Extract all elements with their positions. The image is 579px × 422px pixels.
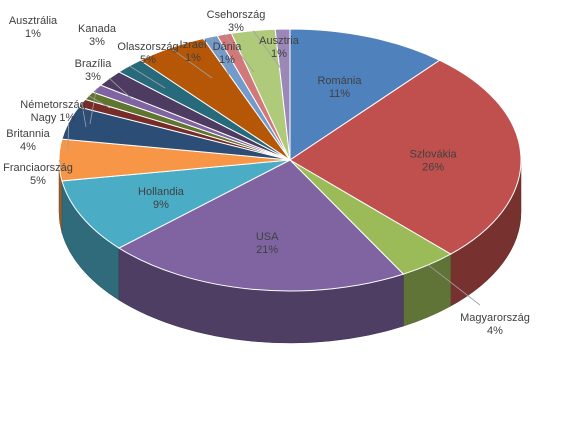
- data-label-kanada: Kanada 3%: [78, 23, 117, 48]
- slice-romania: [289, 28, 441, 161]
- leader-csehorszag: [223, 34, 255, 73]
- slice-usa: [117, 159, 405, 292]
- slice-hollandia: [61, 159, 291, 249]
- leader-nagy-britannia: [67, 122, 69, 151]
- data-label-dania: Dánia 1%: [213, 41, 243, 66]
- pie-top-faces: [58, 28, 522, 292]
- leader-ausztralia: [89, 88, 97, 125]
- leader-nemetorszag: [81, 103, 87, 128]
- data-label-csehorszag: Csehország 3%: [207, 9, 266, 34]
- data-label-nemetorszag: Németország Nagy 1%: [20, 99, 85, 124]
- leader-olaszorszag: [129, 65, 166, 89]
- leader-dania: [209, 36, 230, 76]
- leader-brazilia: [88, 95, 111, 109]
- data-labels: Románia 11% Szlovákia 26% Magyarország 4% USA 2…: [3, 9, 530, 337]
- data-label-ausztralia: Ausztrália 1%: [9, 15, 58, 40]
- leader-ausztria: [252, 30, 283, 71]
- slice-szlovakia: [289, 59, 522, 255]
- data-label-izrael: Izrael 1%: [180, 39, 207, 64]
- data-label-usa: USA 21%: [256, 231, 279, 256]
- leader-magyarorszag: [427, 264, 481, 306]
- leader-franciaorszag: [58, 159, 65, 171]
- leader-lines: [58, 30, 481, 306]
- data-label-hollandia: Hollandia 9%: [138, 186, 185, 211]
- data-label-szlovakia: Szlovákia 26%: [410, 148, 458, 173]
- data-label-nagy-britannia: Britannia 4%: [6, 128, 50, 153]
- data-label-brazilia: Brazília 3%: [75, 58, 113, 83]
- leader-izrael: [170, 47, 213, 79]
- data-label-magyarorszag: Magyarország 4%: [460, 312, 530, 337]
- data-label-romania: Románia 11%: [317, 75, 362, 100]
- leader-kanada: [109, 78, 134, 101]
- data-label-franciaorszag: Franciaország 5%: [3, 162, 73, 187]
- data-label-ausztria: Ausztria 1%: [259, 35, 300, 60]
- data-label-olaszorszag: Olaszország 5%: [117, 41, 178, 66]
- slice-slice-16: [274, 28, 291, 161]
